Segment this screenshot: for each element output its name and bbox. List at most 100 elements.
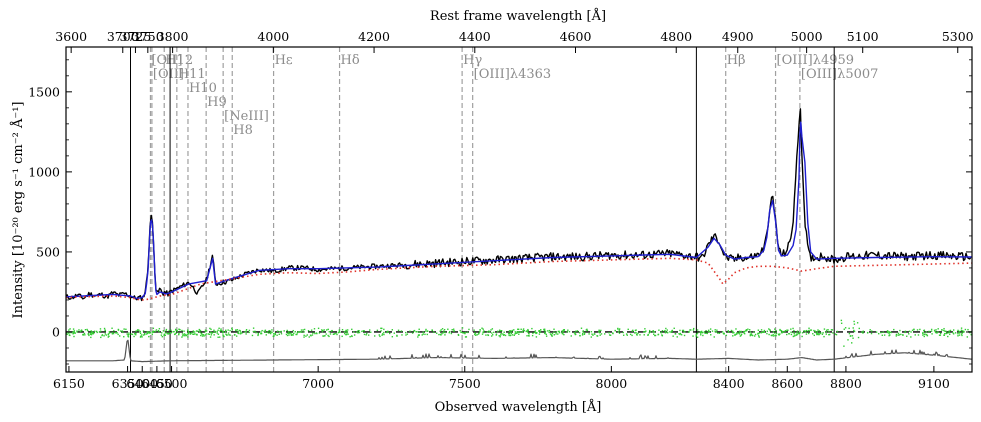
residual-point xyxy=(723,332,725,335)
residual-point xyxy=(163,334,165,337)
residual-point xyxy=(817,329,819,331)
residual-point xyxy=(264,331,267,333)
x-tick-label: 6500 xyxy=(156,376,188,391)
residual-point xyxy=(848,332,851,335)
residual-point xyxy=(220,330,223,332)
residual-point xyxy=(207,333,210,335)
residual-point xyxy=(73,335,75,338)
residual-point xyxy=(553,331,555,333)
residual-point xyxy=(738,333,741,335)
residual-point xyxy=(306,334,309,336)
residual-point xyxy=(749,333,752,335)
y-tick-label: 0 xyxy=(52,324,60,339)
residual-point xyxy=(558,331,561,334)
residual-point xyxy=(966,336,969,338)
residual-point xyxy=(211,332,213,334)
residual-point xyxy=(922,331,924,334)
residual-point xyxy=(558,330,560,333)
residual-point xyxy=(325,329,328,331)
residual-point xyxy=(336,333,338,336)
residual-point xyxy=(778,333,780,335)
residual-point xyxy=(457,334,460,336)
residual-point xyxy=(245,328,248,331)
residual-point xyxy=(548,329,551,332)
residual-point xyxy=(943,327,945,330)
residual-point xyxy=(187,331,190,333)
residual-point xyxy=(700,332,702,334)
residual-point xyxy=(263,330,265,333)
residual-point xyxy=(88,334,90,337)
residual-point xyxy=(290,332,292,334)
residual-point xyxy=(736,332,738,334)
residual-point xyxy=(303,334,305,337)
residual-point xyxy=(229,329,231,332)
residual-point xyxy=(948,331,950,334)
residual-point xyxy=(312,332,314,334)
rest-tick-label: 4000 xyxy=(257,29,289,44)
residual-point xyxy=(210,334,213,336)
residual-point xyxy=(323,329,325,331)
residual-point xyxy=(563,330,565,332)
residual-point xyxy=(818,330,821,332)
residual-point xyxy=(508,334,510,337)
residual-point xyxy=(803,330,805,332)
residual-point xyxy=(356,331,358,333)
residual-point xyxy=(618,328,621,330)
residual-point xyxy=(329,333,332,335)
residual-point xyxy=(792,327,794,330)
residual-point xyxy=(592,334,594,336)
residual-point xyxy=(328,331,330,333)
residual-point xyxy=(637,332,639,335)
residual-point xyxy=(201,333,203,336)
residual-point xyxy=(297,331,299,333)
residual-point xyxy=(133,335,135,338)
residual-point xyxy=(557,330,560,333)
residual-point xyxy=(664,330,667,333)
residual-point xyxy=(222,335,225,337)
residual-point xyxy=(861,331,863,333)
residual-point xyxy=(341,335,343,338)
rest-frame-axis-title: Rest frame wavelength [Å] xyxy=(430,8,606,24)
residual-point xyxy=(843,328,845,330)
residual-point xyxy=(91,331,93,333)
residual-point xyxy=(544,332,546,335)
residual-point xyxy=(303,336,305,338)
residual-point xyxy=(801,335,803,338)
residual-point xyxy=(141,336,143,338)
residual-point xyxy=(769,330,771,332)
residual-point xyxy=(498,335,500,337)
residual-point xyxy=(366,332,368,335)
residual-point xyxy=(135,332,137,335)
x-tick-label: 8600 xyxy=(771,376,803,391)
residual-point xyxy=(240,331,242,333)
residual-point xyxy=(117,333,119,336)
residual-point xyxy=(383,331,385,334)
emission-line-label: [OII] xyxy=(153,67,184,82)
residual-point xyxy=(763,331,766,333)
residual-point xyxy=(617,328,619,330)
residual-point xyxy=(68,329,70,331)
residual-point xyxy=(192,330,194,332)
y-tick-label: 1500 xyxy=(28,84,60,99)
residual-point xyxy=(676,336,678,338)
residual-point xyxy=(831,329,834,331)
residual-point xyxy=(381,333,384,335)
emission-line-label: H9 xyxy=(207,95,227,110)
residual-point xyxy=(679,329,681,332)
residual-point xyxy=(934,330,936,333)
residual-point xyxy=(260,332,263,335)
residual-point xyxy=(740,330,743,333)
residual-point xyxy=(464,331,467,334)
residual-point xyxy=(786,333,788,336)
residual-point xyxy=(779,329,781,332)
residual-point xyxy=(196,330,199,332)
residual-point xyxy=(175,329,177,332)
residual-point xyxy=(736,333,738,335)
residual-point xyxy=(751,334,754,337)
residual-point xyxy=(268,330,270,332)
residual-point xyxy=(757,329,760,331)
residual-point xyxy=(73,331,75,333)
residual-point xyxy=(237,331,240,333)
residual-point xyxy=(213,331,215,333)
